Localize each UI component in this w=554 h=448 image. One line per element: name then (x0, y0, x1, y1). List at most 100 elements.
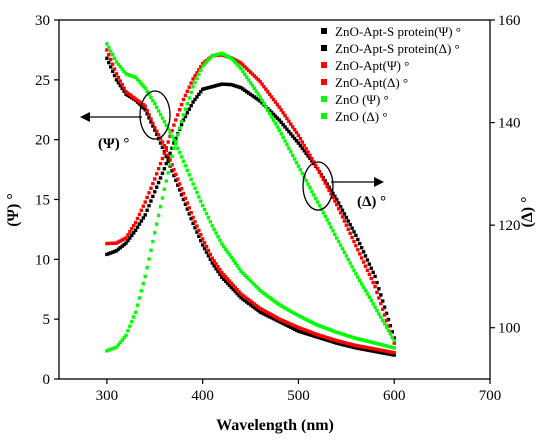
x-tick-label: 500 (287, 388, 310, 404)
data-point (359, 256, 364, 260)
data-point (120, 238, 124, 242)
data-point (373, 349, 377, 354)
data-point (164, 179, 168, 183)
data-point (260, 101, 264, 105)
data-point (183, 202, 188, 206)
data-point (350, 342, 354, 347)
data-point (275, 301, 280, 306)
data-point (107, 348, 111, 352)
x-axis-title: Wavelength (nm) (216, 417, 334, 434)
data-point (112, 241, 117, 245)
data-point (151, 181, 155, 186)
data-point (252, 302, 257, 306)
data-point (369, 266, 373, 270)
data-point (179, 122, 184, 127)
data-point (315, 200, 320, 204)
data-point (210, 261, 214, 265)
data-point (145, 89, 149, 94)
data-point (199, 90, 203, 94)
data-point (277, 317, 281, 321)
data-point (388, 332, 393, 336)
data-point (220, 270, 224, 275)
data-point (130, 233, 134, 238)
data-point (268, 108, 272, 113)
data-point (346, 257, 350, 262)
data-point (105, 42, 109, 46)
data-point (183, 114, 188, 119)
data-point (296, 133, 301, 138)
data-point (306, 318, 310, 323)
data-point (298, 143, 303, 148)
data-point (388, 352, 393, 357)
data-point (143, 86, 147, 90)
data-point (191, 77, 195, 81)
data-point (365, 339, 370, 343)
data-point (243, 273, 247, 277)
data-point (384, 311, 389, 316)
data-point (254, 284, 259, 289)
data-point (352, 336, 356, 340)
data-point (193, 74, 197, 78)
data-point (174, 142, 178, 146)
data-point (302, 316, 306, 321)
data-point (306, 332, 310, 336)
data-point (116, 81, 121, 85)
data-point (342, 340, 347, 345)
data-point (164, 123, 168, 128)
data-point (381, 348, 385, 353)
data-point (176, 133, 180, 137)
data-point (373, 347, 377, 351)
data-point (356, 248, 360, 252)
data-point (312, 193, 316, 197)
data-point (254, 76, 259, 80)
data-point (233, 60, 237, 65)
data-point (199, 232, 203, 237)
y-left-tick-label: 20 (35, 133, 50, 149)
data-point (160, 156, 165, 161)
data-point (292, 128, 297, 132)
data-point (229, 82, 234, 87)
data-point (162, 167, 167, 171)
data-point (321, 211, 326, 215)
data-point (206, 85, 211, 90)
data-point (139, 289, 144, 293)
data-point (313, 163, 318, 168)
data-point (199, 238, 203, 243)
data-point (386, 328, 391, 333)
data-point (379, 350, 383, 355)
data-point (139, 82, 144, 86)
data-point (271, 112, 276, 117)
data-point (245, 275, 249, 279)
data-point (200, 87, 205, 91)
data-point (292, 324, 297, 328)
data-point (266, 294, 270, 298)
data-point (258, 99, 262, 103)
data-point (153, 126, 157, 130)
data-point (120, 82, 124, 87)
data-point (239, 67, 243, 71)
data-point (283, 113, 287, 118)
data-point (160, 116, 165, 120)
data-point (329, 192, 333, 196)
data-point (179, 102, 184, 107)
psi-ellipse (139, 90, 171, 140)
data-point (199, 68, 203, 72)
data-point (277, 128, 281, 132)
data-point (110, 69, 115, 73)
data-point (252, 95, 257, 99)
data-point (151, 98, 155, 103)
data-point (214, 53, 218, 57)
data-point (388, 350, 393, 354)
data-point (269, 95, 274, 99)
data-point (377, 350, 381, 354)
data-point (381, 343, 385, 347)
data-point (149, 95, 153, 100)
data-point (323, 337, 327, 342)
data-point (342, 212, 347, 216)
data-point (246, 91, 251, 95)
data-point (277, 303, 281, 307)
data-point (336, 201, 341, 205)
data-point (377, 287, 381, 291)
data-point (176, 183, 180, 187)
